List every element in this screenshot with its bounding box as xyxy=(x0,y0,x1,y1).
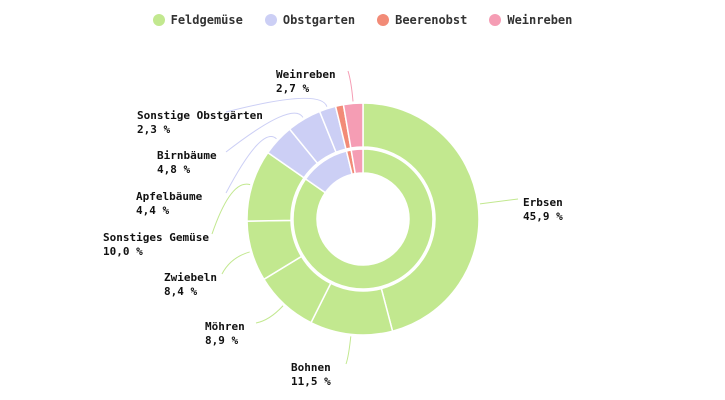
label-value-weinreben: 2,7 % xyxy=(276,82,309,95)
leader-line-bohnen xyxy=(345,336,352,365)
legend-label-weinreben: Weinreben xyxy=(507,13,573,27)
label-name-apfelbaeume: Apfelbäume xyxy=(136,190,203,203)
label-name-weinreben: Weinreben xyxy=(276,68,336,81)
leader-line-sonstiges-gemuese xyxy=(211,183,251,235)
label-name-sonstige-obstgaerten: Sonstige Obstgärten xyxy=(137,109,263,122)
leader-line-zwiebeln xyxy=(221,251,250,275)
inner-slice-weinreben[interactable] xyxy=(350,148,364,175)
legend-swatch-beerenobst xyxy=(377,14,390,26)
label-value-apfelbaeume: 4,4 % xyxy=(136,204,169,217)
leader-line-sonstige-obstgaerten xyxy=(225,97,328,113)
label-value-sonstige-obstgaerten: 2,3 % xyxy=(137,123,170,136)
outer-slice-erbsen[interactable] xyxy=(362,102,480,333)
legend-item-weinreben[interactable]: Weinreben xyxy=(489,13,572,27)
label-value-sonstiges-gemuese: 10,0 % xyxy=(103,245,143,258)
label-name-moehren: Möhren xyxy=(205,320,245,333)
legend-item-feldgemuese[interactable]: Feldgemüse xyxy=(152,13,243,27)
leader-line-weinreben xyxy=(347,70,354,102)
legend-label-beerenobst: Beerenobst xyxy=(395,13,468,27)
legend-swatch-obstgarten xyxy=(264,14,277,26)
label-name-birnbaeume: Birnbäume xyxy=(157,149,217,162)
leader-line-apfelbaeume xyxy=(225,136,277,194)
inner-slice-feldgemuese[interactable] xyxy=(292,148,434,290)
label-value-moehren: 8,9 % xyxy=(205,334,238,347)
legend-swatch-feldgemuese xyxy=(152,14,165,26)
label-name-erbsen: Erbsen xyxy=(523,196,563,209)
legend: Feldgemüse Obstgarten Beerenobst Weinreb… xyxy=(0,13,725,27)
label-value-erbsen: 45,9 % xyxy=(523,210,563,223)
label-name-zwiebeln: Zwiebeln xyxy=(164,271,217,284)
label-value-birnbaeume: 4,8 % xyxy=(157,163,190,176)
label-value-zwiebeln: 8,4 % xyxy=(164,285,197,298)
legend-label-obstgarten: Obstgarten xyxy=(282,13,356,27)
legend-item-beerenobst[interactable]: Beerenobst xyxy=(377,13,467,27)
legend-label-feldgemuese: Feldgemüse xyxy=(170,13,243,27)
legend-swatch-weinreben xyxy=(489,14,502,26)
label-name-bohnen: Bohnen xyxy=(291,361,331,374)
outer-slice-weinreben[interactable] xyxy=(342,102,364,149)
legend-item-obstgarten[interactable]: Obstgarten xyxy=(264,13,356,27)
leader-line-erbsen xyxy=(479,198,519,205)
label-name-sonstiges-gemuese: Sonstiges Gemüse xyxy=(103,231,209,244)
leader-line-moehren xyxy=(255,305,284,324)
label-value-bohnen: 11,5 % xyxy=(291,375,331,388)
leader-line-birnbaeume xyxy=(225,112,304,153)
